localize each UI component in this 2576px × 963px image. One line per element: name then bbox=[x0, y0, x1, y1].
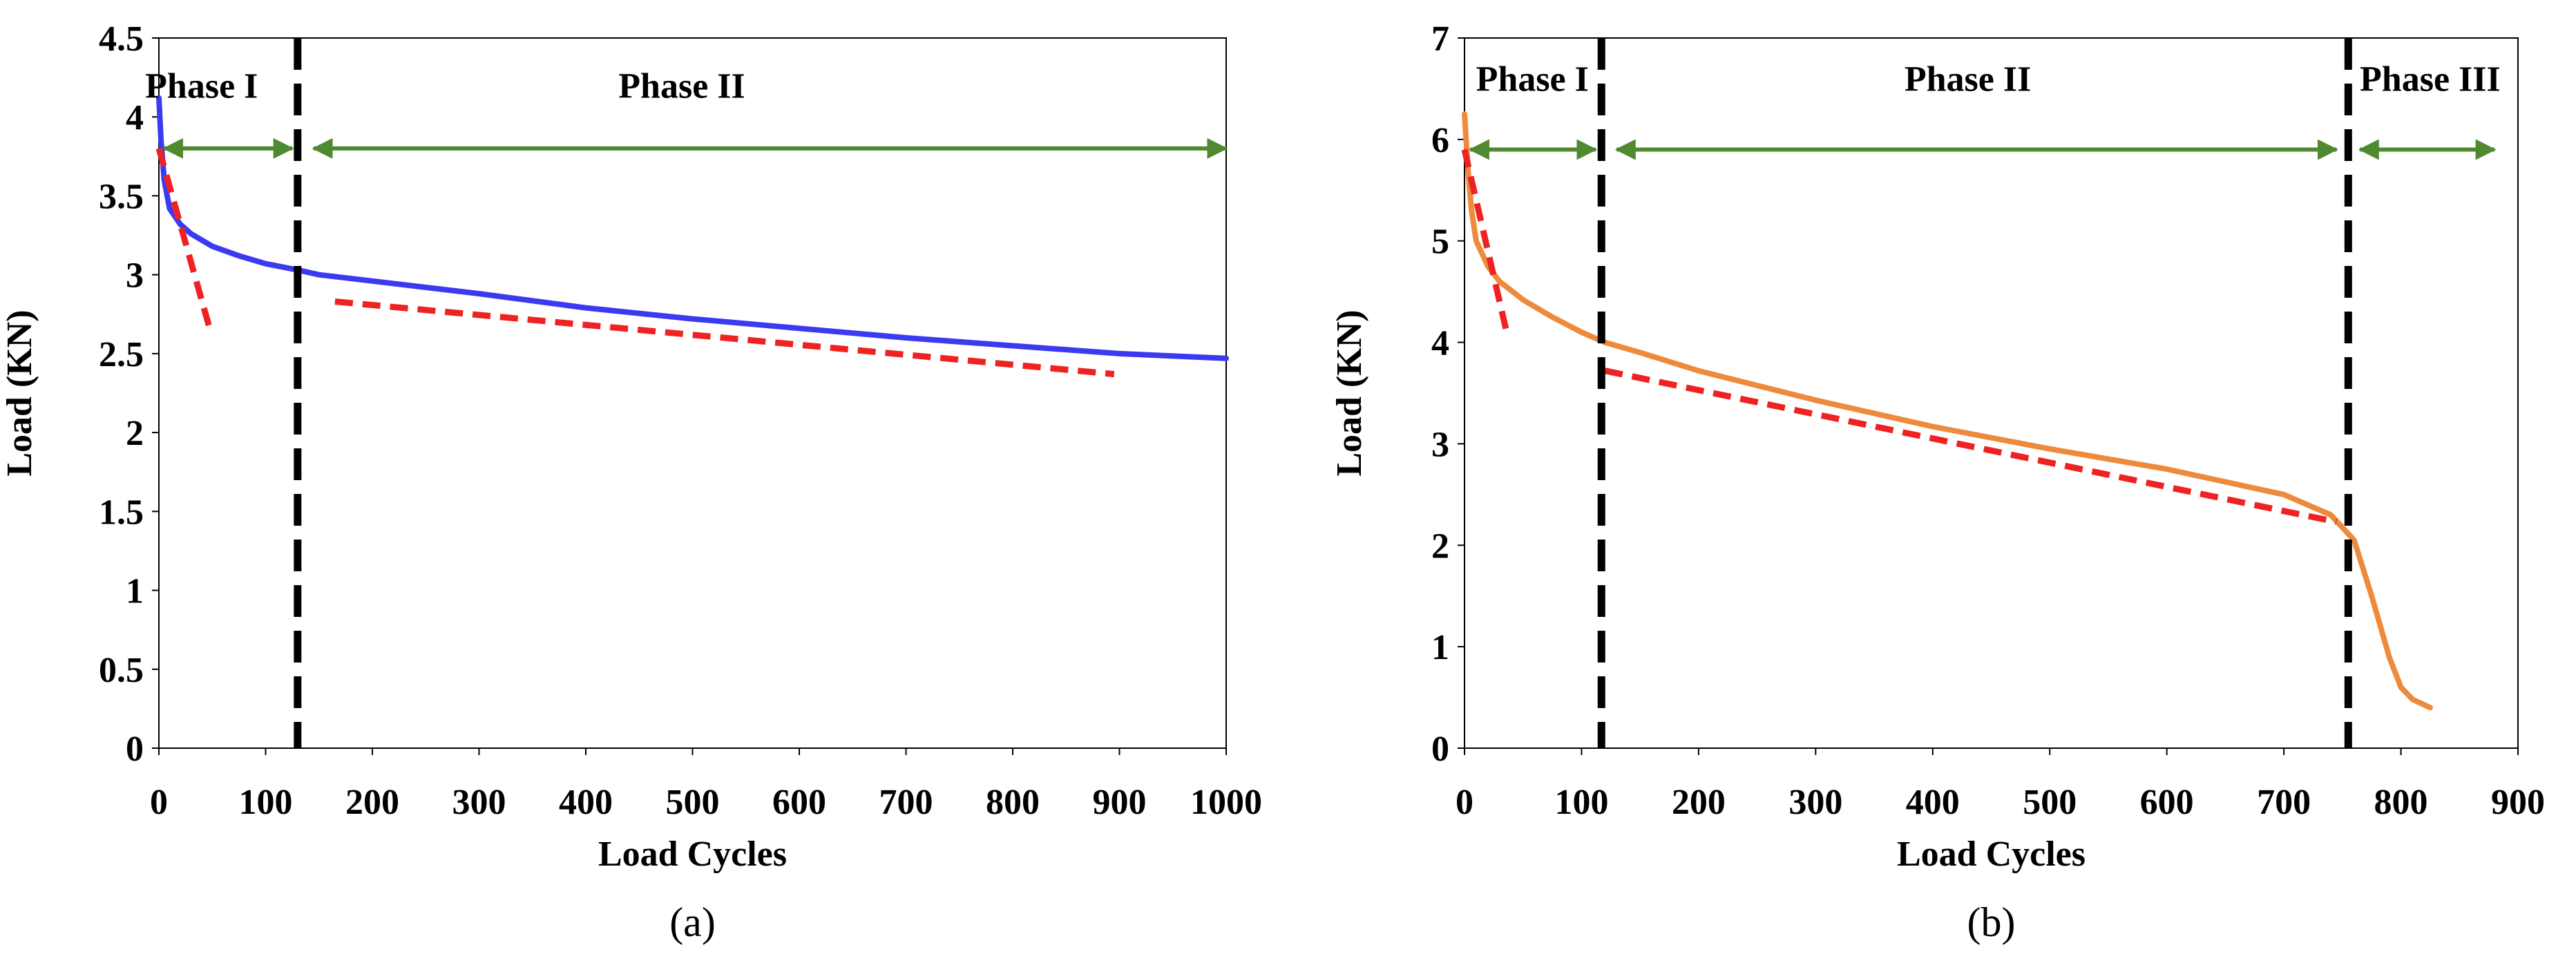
y-tick-label: 3.5 bbox=[99, 177, 144, 216]
x-tick-label: 900 bbox=[2491, 783, 2545, 822]
y-tick-label: 6 bbox=[1431, 121, 1449, 160]
y-tick-label: 5 bbox=[1431, 222, 1449, 262]
x-axis-label: Load Cycles bbox=[598, 835, 787, 874]
x-tick-label: 500 bbox=[2023, 783, 2077, 822]
phase-label: Phase I bbox=[145, 67, 258, 106]
phase-label: Phase II bbox=[618, 67, 745, 106]
y-tick-label: 2 bbox=[1431, 526, 1449, 566]
x-tick-label: 700 bbox=[2257, 783, 2311, 822]
load-curve bbox=[156, 95, 1229, 361]
trend-line bbox=[1604, 368, 2338, 525]
x-tick-label: 100 bbox=[1554, 783, 1608, 822]
x-tick-label: 1000 bbox=[1190, 783, 1262, 822]
phase-label: Phase III bbox=[2360, 60, 2501, 99]
y-tick-label: 4 bbox=[126, 98, 144, 137]
trend-line bbox=[1461, 149, 1510, 333]
x-tick-label: 500 bbox=[666, 783, 720, 822]
panel-caption: (a) bbox=[669, 899, 716, 945]
x-tick-label: 0 bbox=[1456, 783, 1473, 822]
x-tick-label: 0 bbox=[150, 783, 168, 822]
x-tick-label: 900 bbox=[1093, 783, 1147, 822]
y-axis-label: Load (KN) bbox=[1330, 309, 1369, 476]
phase-label: Phase I bbox=[1476, 60, 1589, 99]
x-tick-label: 800 bbox=[986, 783, 1040, 822]
x-tick-label: 400 bbox=[559, 783, 613, 822]
x-tick-label: 400 bbox=[1906, 783, 1960, 822]
y-tick-label: 3 bbox=[126, 256, 144, 296]
x-tick-label: 600 bbox=[772, 783, 826, 822]
x-tick-label: 100 bbox=[239, 783, 293, 822]
trend-line bbox=[334, 298, 1115, 378]
x-tick-label: 600 bbox=[2140, 783, 2194, 822]
y-tick-label: 4 bbox=[1431, 324, 1449, 363]
y-tick-label: 1.5 bbox=[99, 493, 144, 532]
trend-line bbox=[155, 147, 213, 331]
load-curve bbox=[1462, 111, 2433, 711]
y-axis-label: Load (KN) bbox=[0, 309, 39, 476]
y-tick-label: 0.5 bbox=[99, 651, 144, 690]
x-tick-label: 200 bbox=[1672, 783, 1726, 822]
x-tick-label: 300 bbox=[1788, 783, 1842, 822]
x-tick-label: 700 bbox=[879, 783, 933, 822]
x-axis-label: Load Cycles bbox=[1897, 835, 2086, 874]
phase-label: Phase II bbox=[1905, 60, 2031, 99]
y-tick-label: 4.5 bbox=[99, 19, 144, 59]
x-tick-label: 800 bbox=[2374, 783, 2428, 822]
x-tick-label: 300 bbox=[452, 783, 506, 822]
y-tick-label: 1 bbox=[1431, 628, 1449, 667]
y-tick-label: 0 bbox=[1431, 730, 1449, 769]
y-tick-label: 3 bbox=[1431, 425, 1449, 464]
y-tick-label: 0 bbox=[126, 730, 144, 769]
y-tick-label: 7 bbox=[1431, 19, 1449, 59]
y-tick-label: 2 bbox=[126, 414, 144, 453]
chart-b: 0 1 2 3 4 5 6 7 0 100 200 300 400 500 600 700 800 900 Load… bbox=[1330, 19, 2545, 945]
plot-frame bbox=[1464, 37, 2519, 749]
x-tick-label: 200 bbox=[345, 783, 399, 822]
y-tick-label: 1 bbox=[126, 572, 144, 611]
y-tick-label: 2.5 bbox=[99, 335, 144, 374]
panel-caption: (b) bbox=[1967, 899, 2016, 945]
chart-a: 0 0.5 1 1.5 2 2.5 3 3.5 4 4.5 0 100 200 300 400 500 600 7… bbox=[0, 19, 1262, 945]
plot-frame bbox=[158, 37, 1227, 749]
